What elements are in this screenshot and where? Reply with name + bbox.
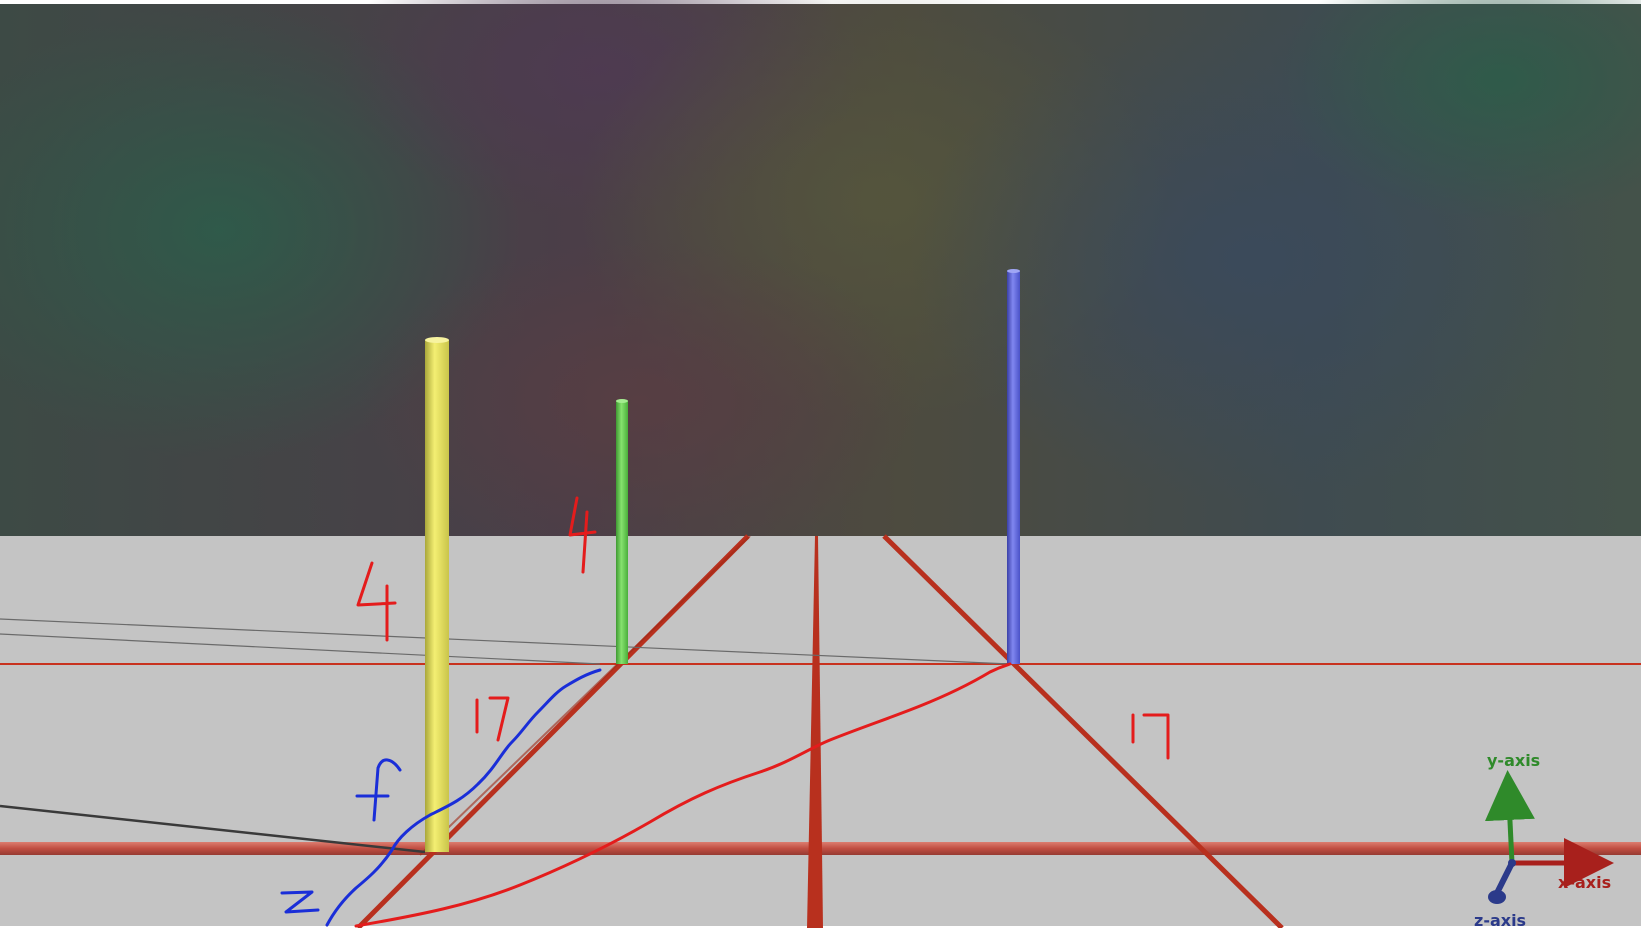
grid-line-gray-2	[0, 633, 601, 665]
sky-backdrop	[0, 0, 1641, 560]
right-distance-label: 17	[1128, 714, 1189, 770]
grid-lines	[0, 534, 1641, 928]
pole-green[interactable]	[616, 399, 628, 664]
blue-ink-f	[355, 758, 402, 822]
grid-line-right-diag	[882, 534, 1284, 928]
grid-line-dark	[0, 804, 426, 854]
blue-ink-z	[280, 890, 320, 914]
y-axis-label: y-axis	[1487, 751, 1540, 770]
blue-z-label: z	[280, 878, 301, 924]
grid-line-center	[807, 536, 823, 928]
axes-gizmo: x-axis y-axis z-axis	[1474, 751, 1614, 928]
red-ink-four-right	[568, 496, 597, 574]
green-pole-height-label: 4	[566, 514, 607, 588]
pole-blue[interactable]	[1007, 269, 1020, 664]
red-ink-17-right	[1131, 713, 1170, 760]
grid-line-gray-1	[0, 618, 1011, 665]
yellow-pole-height-label: 4	[360, 582, 401, 656]
red-ink-17-left	[475, 696, 510, 742]
red-ink-four-left	[356, 561, 397, 642]
y-axis-arrow	[1484, 770, 1535, 864]
pole-yellow[interactable]	[425, 337, 449, 852]
ink-strokes	[280, 496, 1170, 928]
left-distance-label: 17	[472, 696, 533, 752]
red-ink-curve	[354, 662, 1012, 928]
blue-f-label: f	[356, 769, 376, 834]
blue-ink-curve	[325, 668, 602, 927]
x-axis-label: x-axis	[1558, 873, 1611, 892]
z-axis-label: z-axis	[1474, 911, 1526, 928]
z-axis-arrow	[1493, 861, 1515, 897]
